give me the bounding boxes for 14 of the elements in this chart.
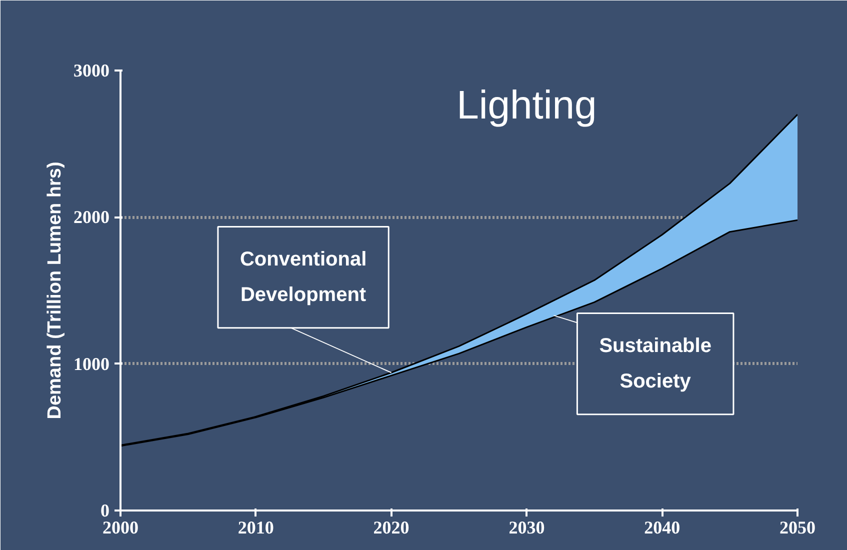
y-tick-label: 3000 [74,60,110,80]
annotation: Sustainable Society [599,335,712,392]
y-tick-label: 2000 [74,207,110,228]
y-axis-title: Demand (Trillion Lumen hrs) [44,162,66,420]
x-tick-label: 2030 [508,518,545,538]
y-tick-label: 0 [100,500,110,520]
x-tick-label: 2010 [238,518,274,538]
y-tick-label: 1000 [74,354,110,374]
x-tick-label: 2050 [780,518,816,538]
annotation: Conventional Development [240,248,367,306]
x-tick-label: 2000 [102,518,138,538]
chart-title: Lighting [456,84,597,128]
x-tick-label: 2020 [373,518,410,538]
x-tick-label: 2040 [644,518,680,538]
